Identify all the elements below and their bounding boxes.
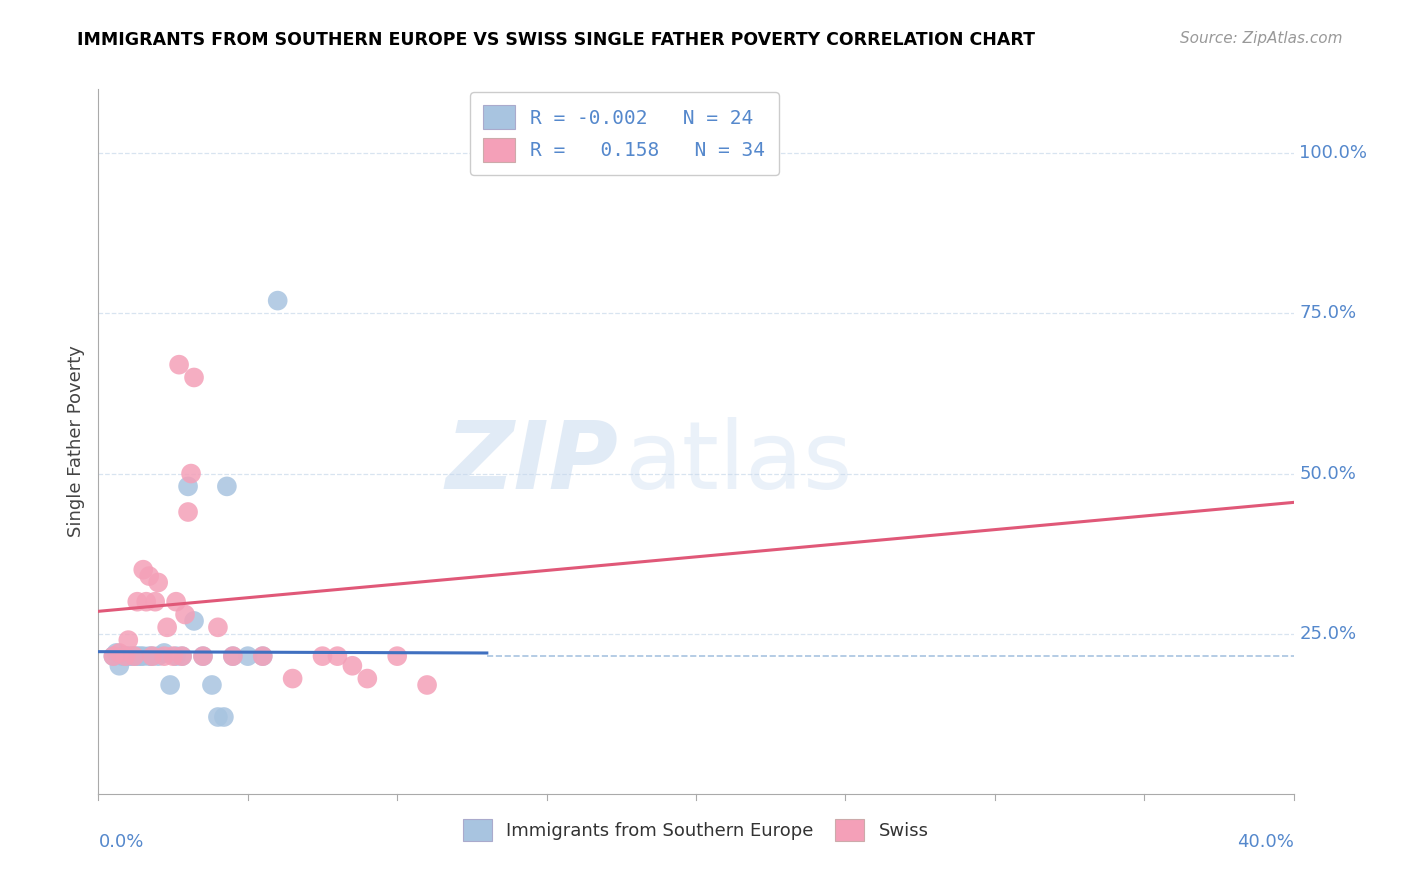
Point	[167, 358, 190, 372]
Point	[222, 649, 245, 664]
Text: 25.0%: 25.0%	[1299, 624, 1357, 643]
Point	[212, 710, 235, 724]
Point	[103, 649, 125, 664]
Point	[207, 620, 229, 634]
Point	[172, 649, 194, 664]
Text: IMMIGRANTS FROM SOUTHERN EUROPE VS SWISS SINGLE FATHER POVERTY CORRELATION CHART: IMMIGRANTS FROM SOUTHERN EUROPE VS SWISS…	[77, 31, 1035, 49]
Point	[148, 575, 170, 590]
Point	[180, 467, 202, 481]
Point	[162, 649, 184, 664]
Legend: Immigrants from Southern Europe, Swiss: Immigrants from Southern Europe, Swiss	[456, 812, 936, 848]
Point	[191, 649, 214, 664]
Point	[127, 649, 149, 664]
Point	[124, 649, 146, 664]
Point	[132, 563, 155, 577]
Point	[174, 607, 197, 622]
Point	[141, 649, 163, 664]
Point	[111, 649, 134, 664]
Point	[385, 649, 409, 664]
Point	[416, 678, 439, 692]
Text: 40.0%: 40.0%	[1237, 832, 1294, 851]
Point	[215, 479, 238, 493]
Point	[267, 293, 290, 308]
Text: ZIP: ZIP	[446, 417, 619, 508]
Text: Source: ZipAtlas.com: Source: ZipAtlas.com	[1180, 31, 1343, 46]
Text: 100.0%: 100.0%	[1299, 145, 1368, 162]
Point	[311, 649, 333, 664]
Point	[172, 649, 194, 664]
Point	[183, 614, 205, 628]
Point	[103, 649, 125, 664]
Point	[177, 505, 200, 519]
Point	[222, 649, 245, 664]
Point	[124, 649, 146, 664]
Point	[156, 620, 179, 634]
Point	[138, 569, 160, 583]
Text: atlas: atlas	[624, 417, 852, 508]
Point	[252, 649, 274, 664]
Point	[153, 646, 176, 660]
Text: 50.0%: 50.0%	[1299, 465, 1357, 483]
Point	[117, 649, 139, 664]
Point	[108, 646, 131, 660]
Point	[135, 595, 157, 609]
Point	[252, 649, 274, 664]
Point	[165, 649, 187, 664]
Point	[114, 649, 136, 664]
Point	[191, 649, 214, 664]
Point	[148, 649, 170, 664]
Point	[143, 595, 166, 609]
Point	[177, 479, 200, 493]
Point	[356, 672, 378, 686]
Point	[159, 678, 181, 692]
Point	[117, 633, 139, 648]
Point	[114, 649, 136, 664]
Y-axis label: Single Father Poverty: Single Father Poverty	[66, 345, 84, 538]
Point	[108, 658, 131, 673]
Point	[153, 649, 176, 664]
Point	[105, 646, 128, 660]
Text: 75.0%: 75.0%	[1299, 304, 1357, 322]
Text: 0.0%: 0.0%	[98, 832, 143, 851]
Point	[281, 672, 304, 686]
Point	[129, 649, 152, 664]
Point	[491, 159, 513, 173]
Point	[138, 649, 160, 664]
Point	[342, 658, 364, 673]
Point	[132, 649, 155, 664]
Point	[183, 370, 205, 384]
Point	[165, 595, 187, 609]
Point	[207, 710, 229, 724]
Point	[127, 595, 149, 609]
Point	[120, 649, 142, 664]
Point	[326, 649, 349, 664]
Point	[201, 678, 224, 692]
Point	[236, 649, 259, 664]
Point	[141, 649, 163, 664]
